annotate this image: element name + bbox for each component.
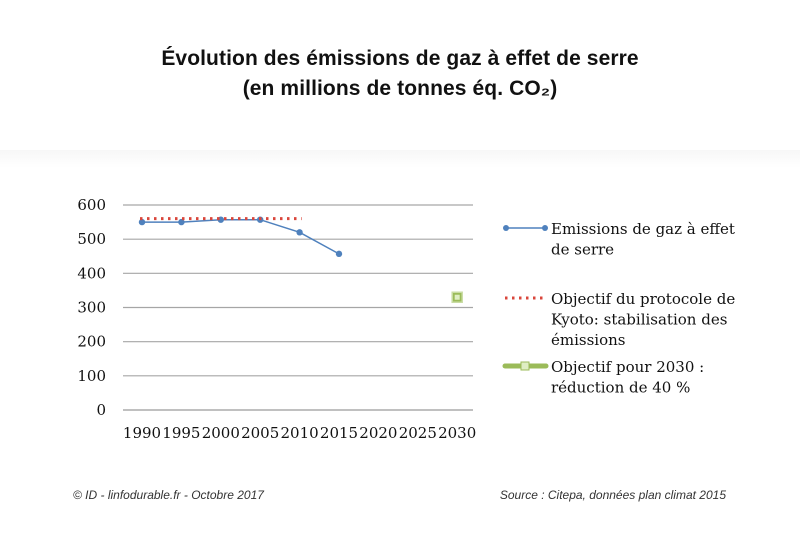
x-tick-label: 1990 [123, 424, 161, 442]
title-line-2: (en millions de tonnes éq. CO₂) [242, 77, 558, 100]
x-tick-label: 2020 [359, 424, 397, 442]
legend-label: Objectif pour 2030 : [551, 358, 704, 376]
chart-background [0, 150, 800, 470]
x-tick-label: 2010 [281, 424, 319, 442]
y-tick-label: 200 [77, 333, 106, 351]
legend-marker-emissions [503, 225, 509, 231]
x-tick-label: 2025 [399, 424, 437, 442]
y-tick-label: 500 [77, 230, 106, 248]
y-tick-label: 600 [77, 196, 106, 214]
legend-label: émissions [551, 331, 625, 349]
y-tick-label: 0 [96, 401, 106, 419]
title-line-1: Évolution des émissions de gaz à effet d… [161, 47, 639, 70]
data-point-emissions [138, 218, 146, 226]
legend-marker-2030-target [520, 361, 530, 371]
legend-label: Objectif du protocole de [551, 290, 735, 308]
data-point-2030-target-highlight [454, 294, 460, 300]
data-point-emissions [296, 229, 303, 236]
legend-label: Kyoto: stabilisation des [551, 311, 727, 329]
legend-label: de serre [551, 241, 614, 259]
source-credit: Source : Citepa, données plan climat 201… [499, 488, 726, 502]
series-line-emissions [142, 218, 340, 255]
y-tick-label: 100 [77, 367, 106, 385]
x-tick-label: 2000 [202, 424, 240, 442]
legend-label: réduction de 40 % [551, 379, 690, 397]
x-tick-label: 2030 [438, 424, 476, 442]
legend-marker-emissions [542, 225, 548, 231]
copyright-credit: © ID - linfodurable.fr - Octobre 2017 [73, 488, 264, 502]
y-tick-label: 400 [77, 264, 106, 282]
x-tick-label: 1995 [162, 424, 200, 442]
legend-label: Emissions de gaz à effet [551, 220, 735, 238]
chart-title: Évolution des émissions de gaz à effet d… [0, 44, 800, 104]
data-point-emissions [178, 218, 185, 226]
x-tick-label: 2015 [320, 424, 358, 442]
y-tick-label: 300 [77, 299, 106, 317]
data-point-emissions [335, 250, 343, 258]
x-tick-label: 2005 [241, 424, 279, 442]
